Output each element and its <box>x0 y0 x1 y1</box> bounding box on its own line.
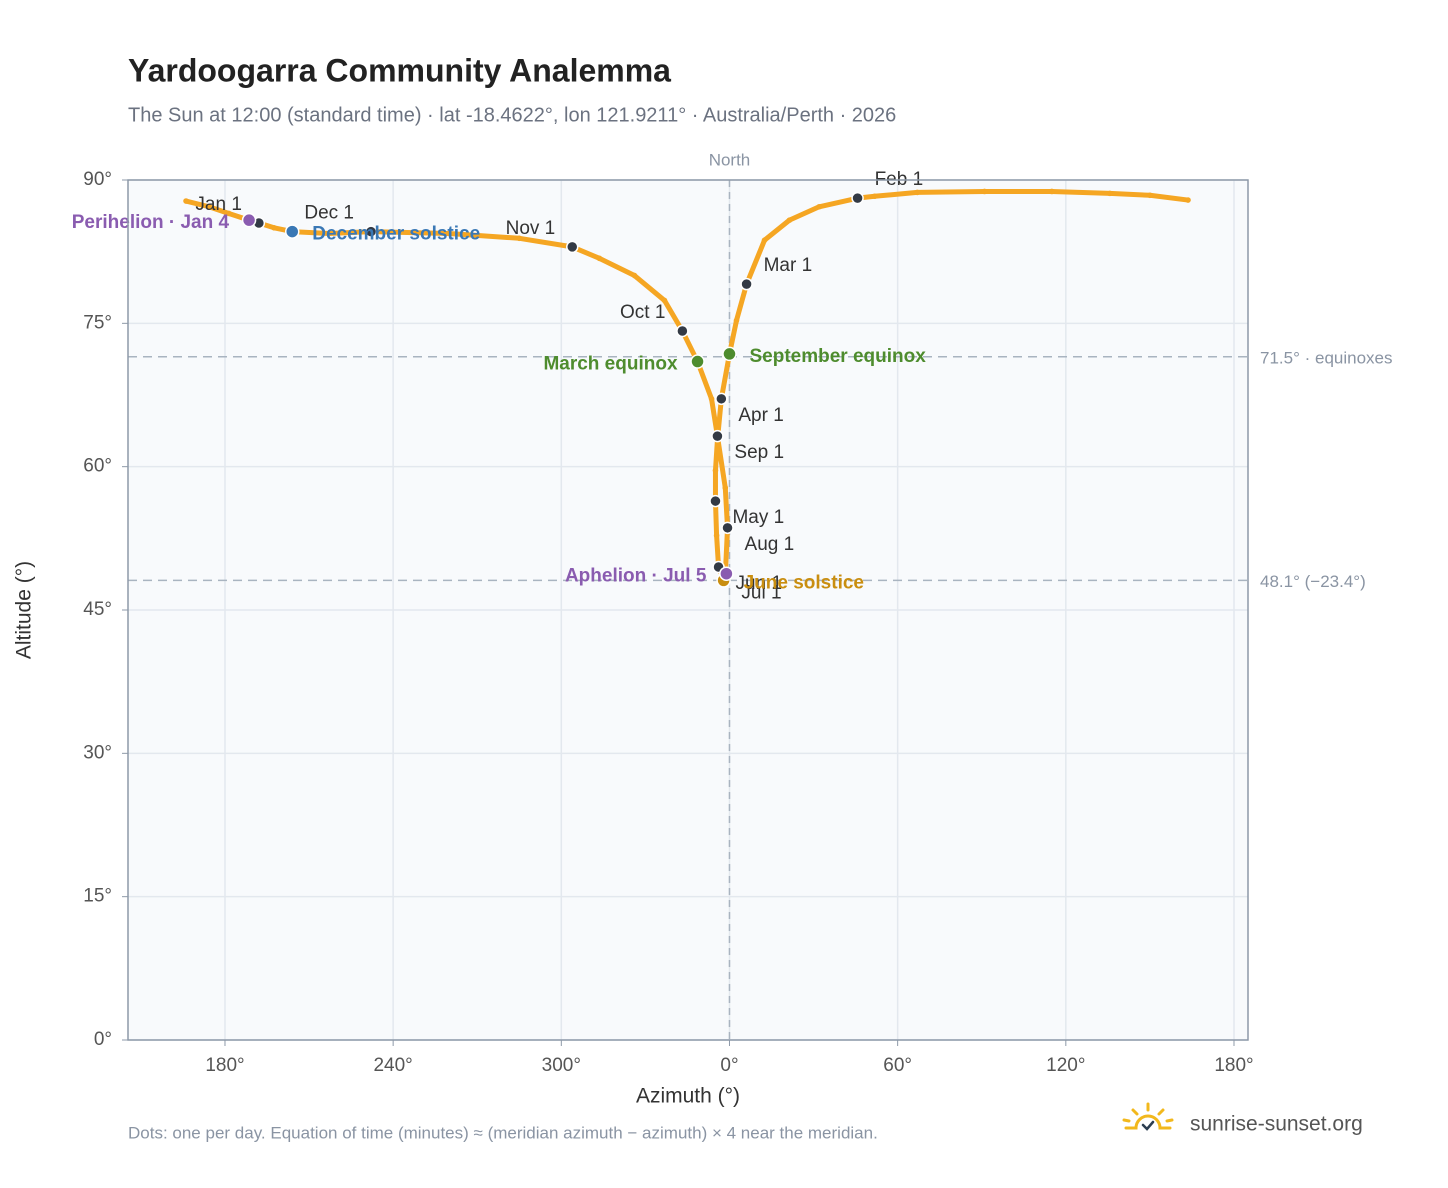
day-dot <box>722 484 729 491</box>
y-axis-title: Altitude (°) <box>13 561 36 659</box>
day-dot <box>712 467 719 474</box>
reference-label: 71.5° · equinoxes <box>1260 348 1393 367</box>
day-dot <box>713 532 720 539</box>
y-tick-label: 75° <box>83 312 112 333</box>
y-tick-label: 60° <box>83 456 112 477</box>
day-dot <box>871 193 878 200</box>
event-label: March equinox <box>543 354 678 375</box>
month-label: Apr 1 <box>738 405 783 426</box>
event-label: December solstice <box>312 224 480 245</box>
y-tick-label: 0° <box>94 1029 112 1050</box>
day-dot <box>1147 192 1153 199</box>
day-dot <box>816 203 822 210</box>
day-dot <box>914 189 921 196</box>
y-tick-label: 45° <box>83 599 112 620</box>
day-dot <box>206 203 212 210</box>
day-dot <box>786 217 793 223</box>
month-label: Oct 1 <box>620 302 665 323</box>
month-label: Mar 1 <box>764 255 813 276</box>
month-label: Sep 1 <box>734 442 784 463</box>
x-tick-label: 300° <box>542 1055 581 1076</box>
x-tick-label: 240° <box>373 1055 412 1076</box>
day-dot <box>326 230 332 237</box>
y-tick-label: 15° <box>83 886 112 907</box>
x-tick-label: 180° <box>205 1055 244 1076</box>
x-tick-label: 120° <box>1046 1055 1085 1076</box>
day-dot <box>661 297 668 304</box>
month-marker <box>364 225 378 238</box>
month-label: Jul 1 <box>741 583 781 604</box>
month-marker <box>565 240 579 254</box>
chart-title: Yardoogarra Community Analemma <box>128 52 671 88</box>
day-dot <box>1107 190 1113 197</box>
day-dot <box>516 235 523 242</box>
month-label: May 1 <box>732 507 784 528</box>
x-tick-label: 0° <box>720 1055 738 1076</box>
month-label: Nov 1 <box>506 218 556 239</box>
day-dot <box>596 255 603 262</box>
event-label: Aphelion · Jul 5 <box>565 566 707 587</box>
day-dot <box>708 396 715 402</box>
brand-logo <box>1122 1102 1174 1131</box>
footnote: Dots: one per day. Equation of time (min… <box>128 1123 878 1142</box>
event-label: September equinox <box>749 346 926 367</box>
event-label: June solstice <box>744 572 864 593</box>
day-dot <box>271 224 277 231</box>
event-marker <box>722 346 737 362</box>
chart-subtitle: The Sun at 12:00 (standard time) · lat -… <box>128 104 896 126</box>
event-marker <box>690 354 705 369</box>
day-dot <box>733 317 740 324</box>
day-dot <box>761 237 768 243</box>
month-label: Jan 1 <box>195 194 241 215</box>
month-label: Dec 1 <box>304 203 354 224</box>
month-marker <box>715 392 728 406</box>
day-dot <box>183 198 189 204</box>
month-marker <box>676 324 689 338</box>
month-marker <box>851 191 864 205</box>
event-marker <box>241 212 257 228</box>
day-dot <box>981 188 988 195</box>
month-marker <box>721 521 734 535</box>
y-tick-label: 30° <box>83 742 112 763</box>
event-marker <box>719 566 734 581</box>
event-marker <box>284 224 300 239</box>
event-label: Perihelion · Jan 4 <box>72 212 230 233</box>
month-label: Jun 1 <box>736 573 782 594</box>
y-tick-label: 90° <box>83 169 112 190</box>
x-tick-label: 180° <box>1214 1055 1253 1076</box>
reference-label: 48.1° (−23.4°) <box>1260 572 1366 591</box>
day-dot <box>226 210 232 217</box>
day-dot <box>1185 197 1191 203</box>
day-dot <box>446 230 453 237</box>
x-tick-label: 60° <box>883 1055 912 1076</box>
month-label: Aug 1 <box>745 534 795 555</box>
day-dot <box>631 272 638 279</box>
meridian-label: North <box>709 150 751 169</box>
month-marker <box>740 277 753 291</box>
month-marker <box>711 429 724 443</box>
month-marker <box>709 494 722 508</box>
x-axis-title: Azimuth (°) <box>636 1085 740 1108</box>
brand: sunrise-sunset.org <box>1190 1113 1363 1136</box>
day-dot <box>1049 188 1055 195</box>
